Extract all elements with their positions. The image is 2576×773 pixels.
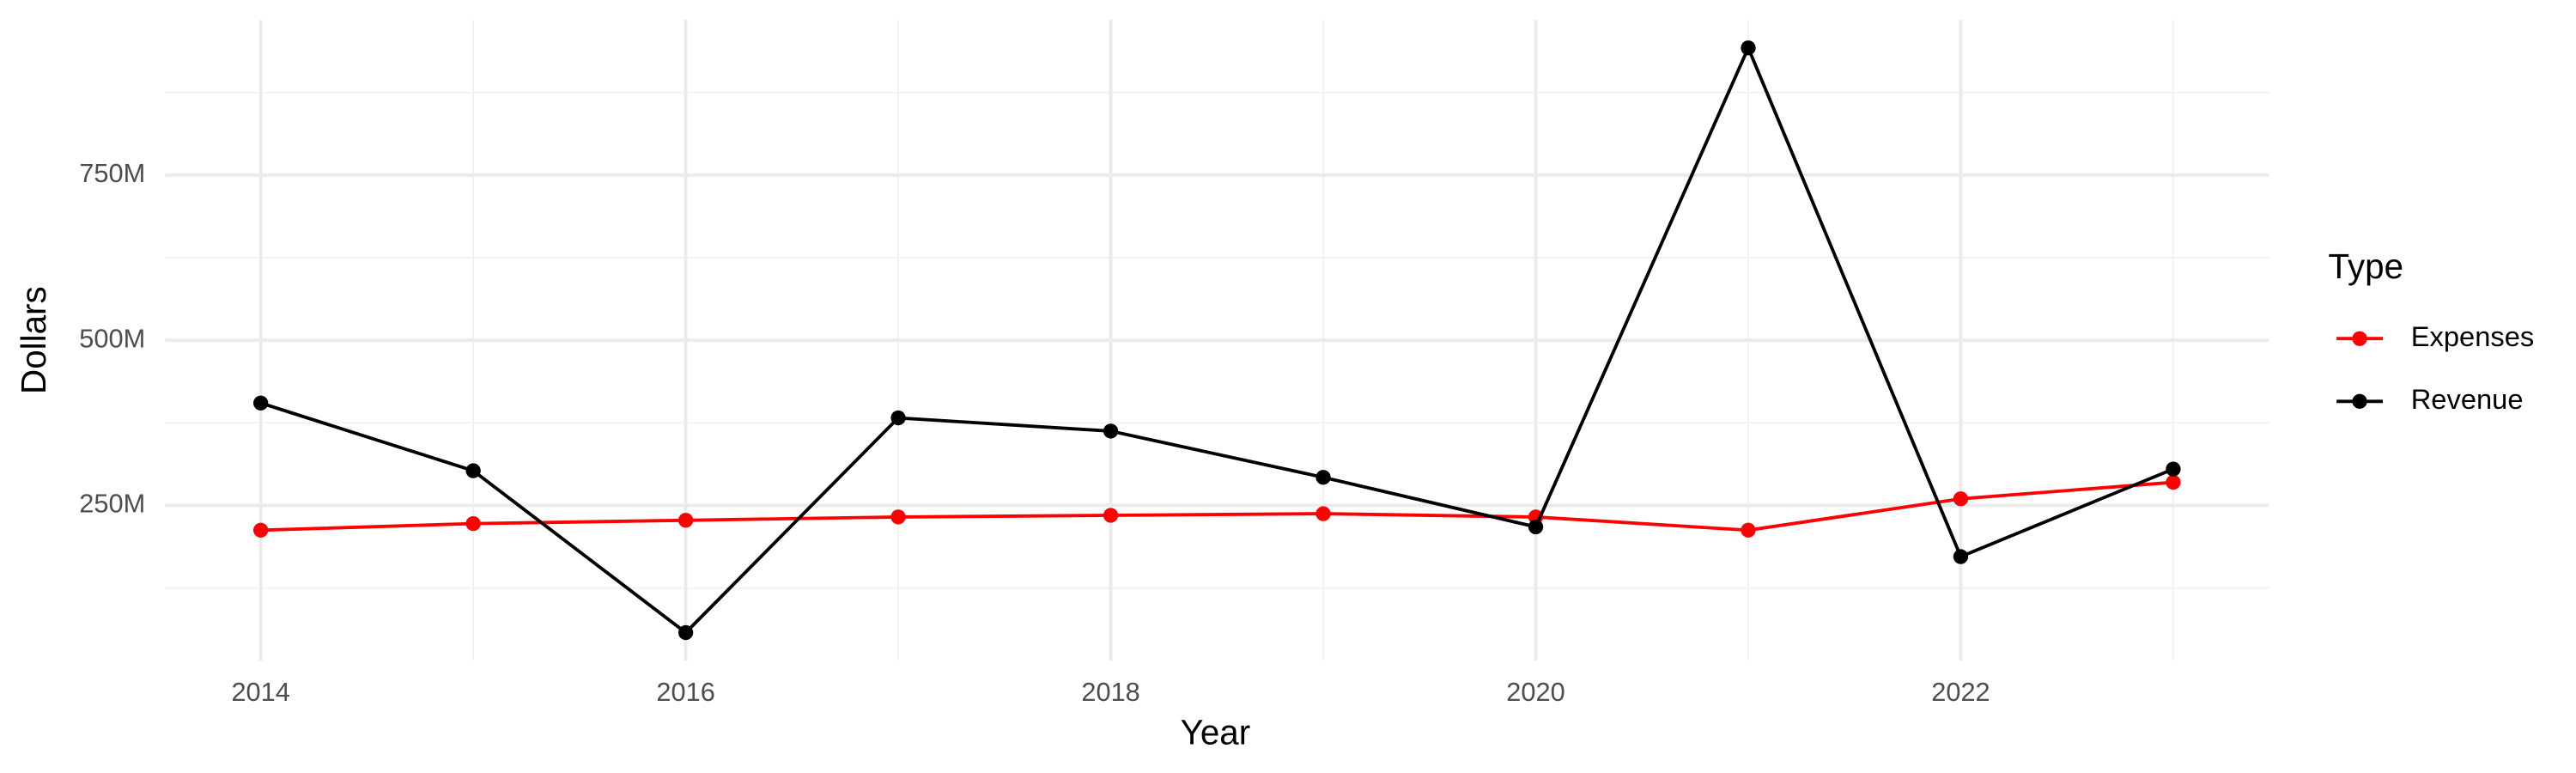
data-point — [1103, 423, 1119, 439]
data-point — [890, 509, 906, 525]
data-point — [890, 410, 906, 426]
grid — [165, 20, 2269, 661]
data-point — [253, 395, 269, 411]
data-point — [253, 522, 269, 538]
x-tick-label: 2016 — [656, 677, 714, 707]
data-point — [1528, 519, 1544, 535]
data-point — [465, 463, 481, 478]
data-point — [2166, 461, 2181, 477]
legend-title: Type — [2329, 247, 2404, 286]
data-point — [1315, 506, 1331, 521]
x-tick-label: 2020 — [1506, 677, 1564, 707]
x-tick-label: 2014 — [231, 677, 289, 707]
y-tick-label: 250M — [79, 489, 145, 519]
x-tick-label: 2022 — [1931, 677, 1990, 707]
data-point — [1103, 508, 1119, 523]
series-line — [260, 480, 2174, 533]
data-point — [1741, 522, 1756, 538]
data-point — [1953, 549, 1969, 564]
data-point — [1741, 40, 1756, 56]
data-point — [465, 515, 481, 532]
data-point — [677, 624, 694, 641]
y-axis-title: Dollars — [14, 286, 53, 394]
y-tick-label: 500M — [79, 323, 145, 353]
legend-marker — [2352, 393, 2367, 409]
legend-marker — [2352, 331, 2367, 346]
series-line — [260, 43, 2174, 636]
legend-label: Revenue — [2411, 383, 2524, 415]
legend-label: Expenses — [2411, 320, 2535, 352]
y-tick-label: 750M — [79, 158, 145, 188]
x-axis-title: Year — [1181, 712, 1251, 752]
data-point — [2166, 474, 2181, 490]
data-point — [1315, 470, 1331, 485]
data-point — [1953, 491, 1969, 507]
x-tick-label: 2018 — [1081, 677, 1139, 707]
data-point — [677, 513, 694, 528]
